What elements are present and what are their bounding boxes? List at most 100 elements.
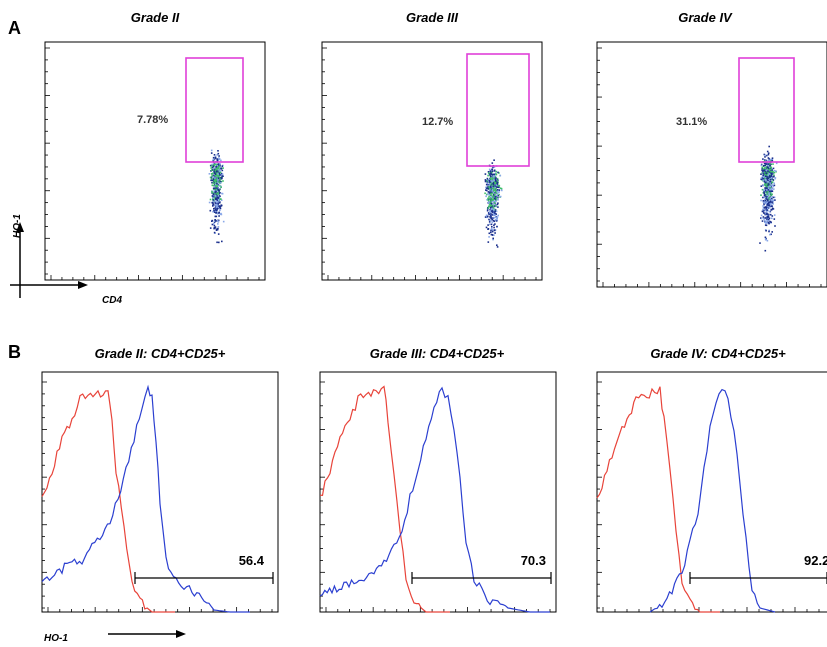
event-dot: [491, 205, 494, 207]
event-dot: [493, 180, 495, 183]
event-dot: [219, 172, 221, 174]
event-dot: [493, 211, 495, 213]
x-axis-arrowhead: [78, 281, 88, 289]
event-dot: [767, 169, 770, 171]
event-dot: [491, 177, 493, 179]
event-dot: [760, 163, 763, 166]
event-dot: [766, 204, 768, 206]
event-dot: [495, 177, 497, 179]
event-dot: [487, 197, 490, 200]
scatter-title-grade-ii: Grade II: [131, 10, 180, 25]
event-dot: [764, 236, 767, 239]
event-dot: [494, 191, 497, 193]
event-dot: [214, 208, 217, 210]
event-dot: [773, 175, 775, 178]
event-dot: [215, 185, 217, 187]
event-dot: [211, 192, 214, 194]
event-dot: [212, 187, 215, 190]
event-dot: [488, 201, 490, 203]
event-dot: [762, 201, 765, 203]
event-dot: [760, 178, 762, 181]
event-dot: [210, 179, 212, 182]
event-dot: [495, 184, 498, 186]
event-dot: [497, 185, 500, 187]
event-dot: [213, 220, 216, 223]
event-dot: [214, 187, 216, 189]
event-dot: [770, 158, 772, 161]
event-dot: [771, 207, 774, 210]
event-dot: [217, 203, 219, 205]
event-dot: [771, 197, 773, 200]
event-dot: [496, 197, 499, 200]
event-dot: [770, 205, 772, 207]
event-dot: [762, 205, 764, 207]
event-dot: [492, 194, 495, 196]
event-dot: [492, 198, 495, 201]
event-dot: [210, 165, 213, 167]
event-dot: [209, 198, 212, 201]
event-dot: [490, 220, 492, 222]
event-dot: [491, 168, 493, 171]
event-dot: [761, 175, 764, 178]
event-dot: [769, 176, 771, 178]
event-dot: [221, 173, 224, 175]
event-dot: [495, 188, 497, 190]
event-dot: [762, 218, 765, 220]
event-dot: [760, 185, 763, 187]
event-dot: [218, 215, 220, 217]
event-dot: [769, 186, 772, 188]
event-dot: [771, 215, 774, 217]
event-dot: [487, 193, 489, 195]
event-dot: [493, 226, 495, 229]
event-dot: [490, 199, 492, 201]
event-dot: [497, 194, 499, 197]
event-dot: [492, 237, 494, 240]
event-dot: [220, 199, 223, 201]
event-dot: [211, 190, 213, 193]
event-dot: [214, 175, 216, 177]
event-dot: [771, 174, 773, 176]
event-dot: [211, 223, 214, 226]
event-dot: [215, 203, 217, 206]
event-dot: [484, 180, 487, 183]
event-dot: [767, 167, 770, 170]
event-dot: [218, 198, 221, 201]
event-dot: [490, 229, 492, 232]
event-dot: [768, 222, 770, 225]
event-dot: [215, 196, 217, 198]
event-dot: [489, 216, 491, 218]
event-dot: [495, 198, 498, 201]
event-dot: [488, 189, 491, 191]
event-dot: [217, 177, 220, 179]
event-dot: [492, 177, 495, 179]
event-dot: [496, 225, 498, 228]
event-dot: [766, 150, 769, 153]
event-dot: [493, 190, 495, 192]
event-dot: [498, 186, 500, 189]
event-dot: [766, 206, 768, 208]
event-dot: [773, 182, 775, 185]
event-dot: [489, 205, 492, 207]
event-dot: [493, 216, 495, 219]
event-dot: [769, 187, 772, 189]
event-dot: [488, 185, 490, 188]
event-dot: [766, 198, 769, 201]
event-dot: [212, 172, 214, 174]
event-dot: [490, 215, 492, 218]
event-dot: [770, 199, 773, 201]
event-dot: [767, 199, 769, 202]
event-dot: [218, 181, 221, 184]
event-dot: [762, 216, 765, 218]
event-dot: [215, 215, 218, 218]
event-dot: [771, 199, 774, 202]
event-dot: [765, 207, 768, 210]
event-dot: [764, 164, 766, 167]
event-dot: [215, 176, 217, 178]
event-dot: [220, 174, 222, 176]
event-dot: [761, 220, 764, 222]
event-dot: [763, 188, 766, 191]
event-dot: [214, 177, 216, 179]
event-dot: [493, 197, 496, 200]
event-dot: [761, 171, 764, 174]
event-dot: [769, 233, 771, 236]
